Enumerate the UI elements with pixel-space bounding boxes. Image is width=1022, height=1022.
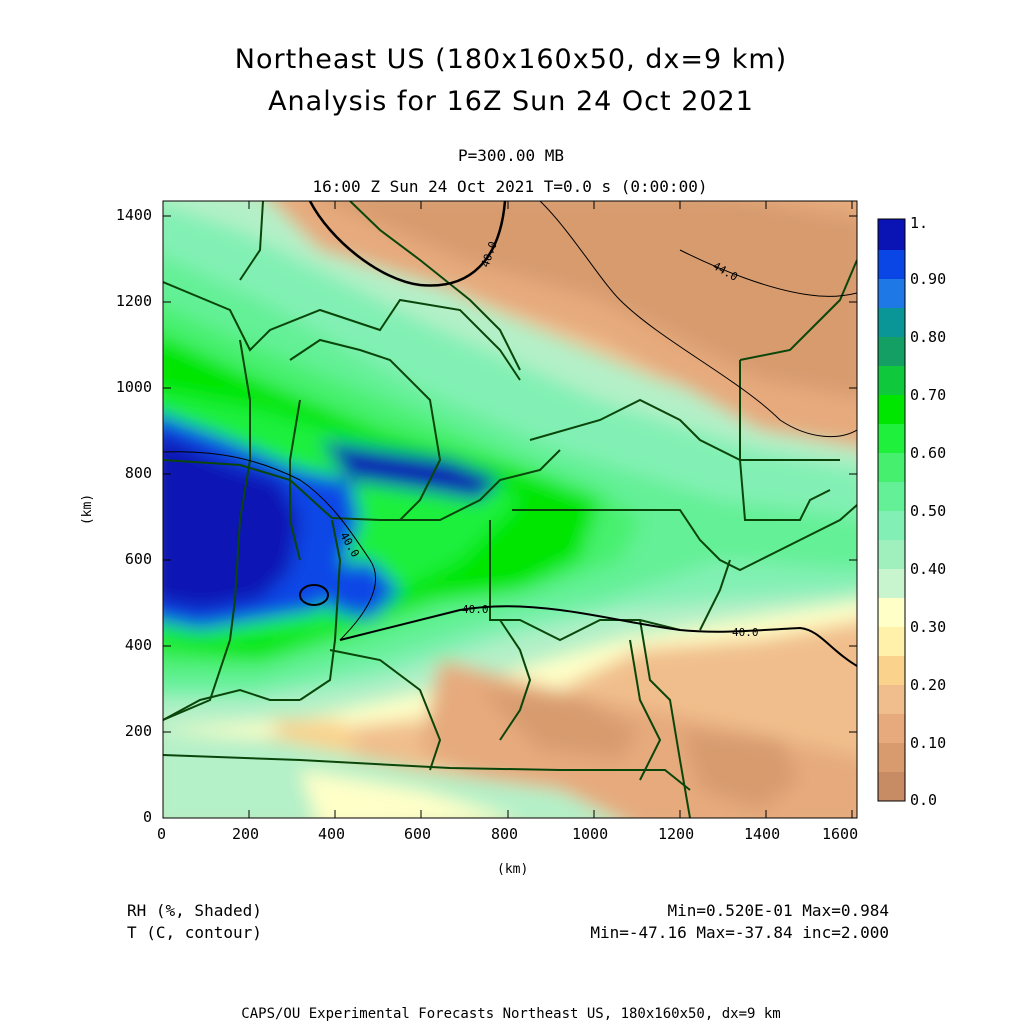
temperature-stats: Min=-47.16 Max=-37.84 inc=2.000 (590, 923, 889, 942)
x-tick-label: 200 (232, 825, 260, 843)
axis-ticks (162, 201, 857, 819)
colorbar-label: 1. (910, 214, 929, 232)
colorbar-label: 0.80 (910, 328, 947, 346)
x-axis-label: (km) (497, 862, 529, 877)
contour-label: 40.0 (462, 603, 489, 616)
y-axis-label: (km) (80, 493, 96, 526)
x-tick-label: 400 (318, 825, 346, 843)
valid-time: 16:00 Z Sun 24 Oct 2021 T=0.0 s (0:00:00… (312, 177, 708, 196)
x-tick-label: 800 (491, 825, 519, 843)
colorbar-label: 0.10 (910, 734, 947, 752)
x-tick-label: 1200 (658, 825, 695, 843)
y-tick-label: 1000 (115, 378, 152, 396)
colorbar-label: 0.50 (910, 502, 947, 520)
temperature-contours (163, 201, 857, 667)
contour-label: 40.0 (732, 626, 759, 639)
colorbar-label: 0.30 (910, 618, 947, 636)
colorbar-label: 0.0 (910, 791, 938, 809)
pressure-level: P=300.00 MB (458, 146, 564, 165)
x-tick-label: 1000 (572, 825, 609, 843)
rh-legend-label: RH (%, Shaded) (127, 901, 262, 920)
credit-line: CAPS/OU Experimental Forecasts Northeast… (241, 1006, 781, 1022)
x-tick-label: 1600 (822, 825, 859, 843)
rh-shaded-field: 40.0 44.0 40.0 40.0 40.0 (163, 201, 857, 818)
y-tick-label: 200 (124, 722, 152, 740)
map-subtitle: Analysis for 16Z Sun 24 Oct 2021 (268, 86, 754, 117)
state-boundaries (163, 201, 857, 818)
plot-frame (162, 200, 858, 819)
x-tick-label: 0 (157, 825, 167, 843)
y-tick-label: 1400 (115, 206, 152, 224)
y-tick-label: 800 (124, 464, 152, 482)
y-tick-label: 1200 (115, 292, 152, 310)
rh-stats: Min=0.520E-01 Max=0.984 (667, 901, 889, 920)
colorbar-label: 0.20 (910, 676, 947, 694)
colorbar-label: 0.70 (910, 386, 947, 404)
x-tick-label: 600 (404, 825, 432, 843)
map-title: Northeast US (180x160x50, dx=9 km) (234, 44, 788, 75)
y-tick-label: 0 (142, 808, 152, 826)
x-tick-label: 1400 (744, 825, 781, 843)
colorbar-label: 0.90 (910, 270, 947, 288)
temperature-legend-label: T (C, contour) (127, 923, 262, 942)
y-tick-label: 400 (124, 636, 152, 654)
y-tick-label: 600 (124, 550, 152, 568)
colorbar-label: 0.60 (910, 444, 947, 462)
colorbar (877, 218, 906, 802)
colorbar-label: 0.40 (910, 560, 947, 578)
